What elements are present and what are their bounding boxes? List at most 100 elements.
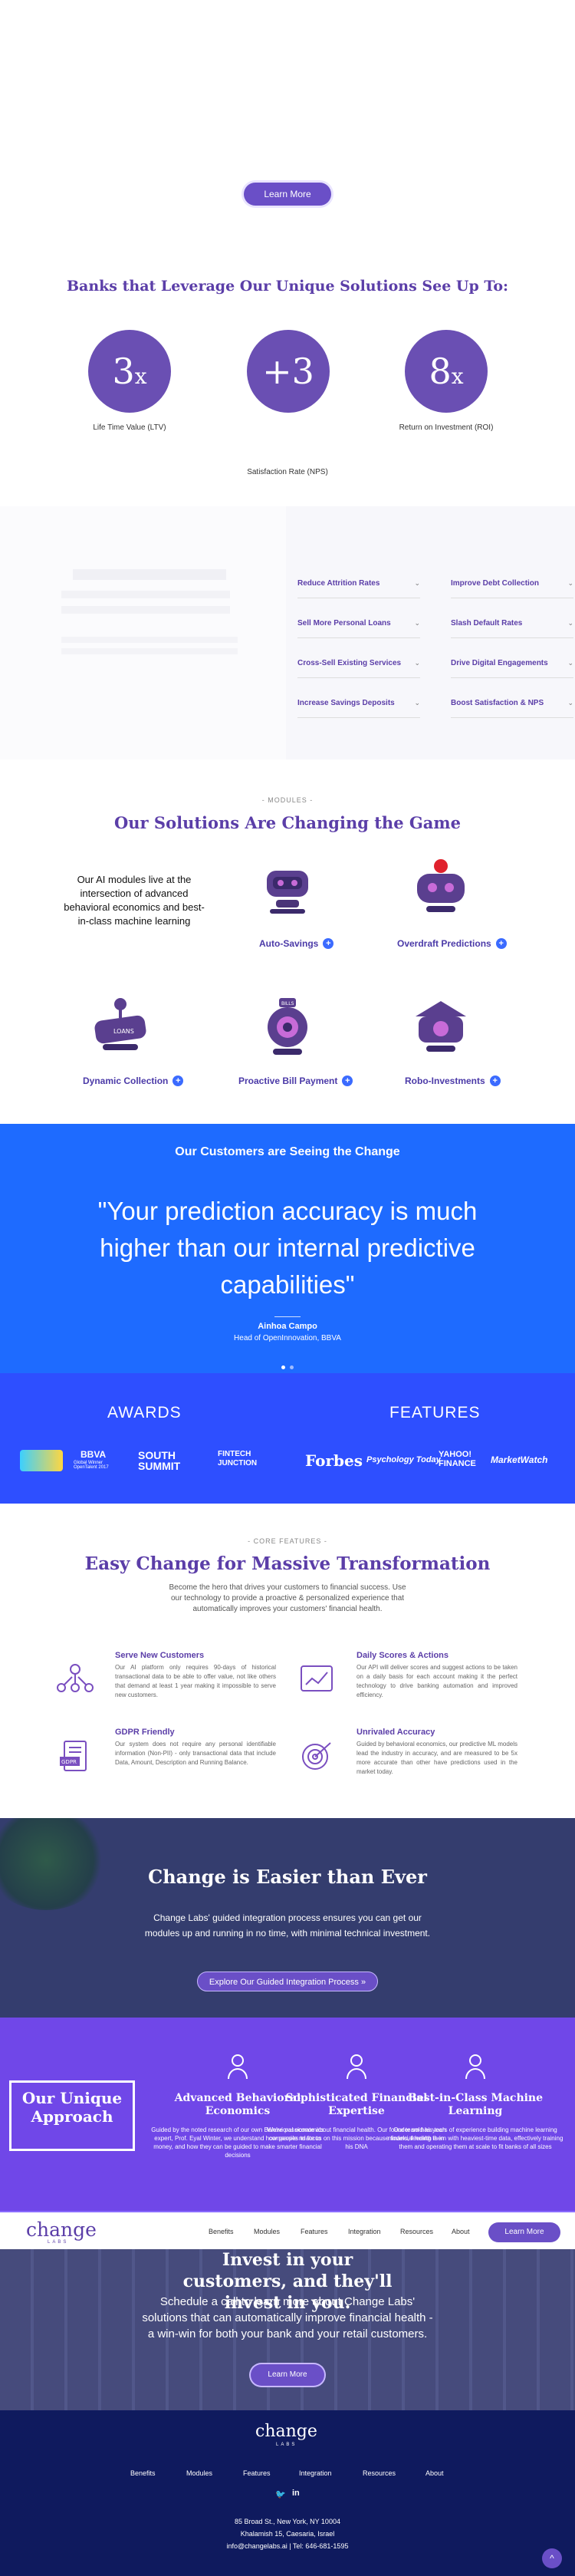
testimonial-author: Ainhoa Campo <box>258 1322 317 1331</box>
navbar: change LABS Benefits Modules Features In… <box>0 2211 575 2249</box>
faded-text <box>61 606 230 614</box>
module-robo-investments[interactable]: Robo-Investments + <box>405 1076 501 1086</box>
module-label: Dynamic Collection <box>83 1076 169 1086</box>
approach-text: We're passionate about financial health.… <box>267 2126 446 2150</box>
bbva-award-sub: Global Winner OpenTalent 2017 <box>74 1461 109 1470</box>
feature-text: Guided by behavioral economics, our pred… <box>356 1741 518 1775</box>
dynamic-collection-robot-icon: LOANS <box>94 998 146 1050</box>
chevron-down-icon: ⌄ <box>567 579 573 587</box>
footer-nav-benefits[interactable]: Benefits <box>130 2469 156 2477</box>
core-features-section: - CORE FEATURES - Easy Change for Massiv… <box>0 1504 575 1818</box>
explore-integration-button[interactable]: Explore Our Guided Integration Process » <box>197 1972 378 1991</box>
plus-icon: + <box>323 938 334 949</box>
approach-title: Advanced Behavioral Economics <box>174 2092 301 2117</box>
accordion-label: Improve Debt Collection <box>451 579 540 588</box>
core-title: Easy Change for Massive Transformation <box>84 1553 491 1574</box>
plus-icon: + <box>489 1076 501 1086</box>
module-dynamic-collection[interactable]: Dynamic Collection + <box>83 1076 184 1086</box>
chevron-down-icon: ⌄ <box>567 659 573 667</box>
twitter-icon[interactable]: 🐦 <box>275 2490 286 2499</box>
nav-benefits[interactable]: Benefits <box>209 2228 234 2235</box>
carousel-dot[interactable] <box>290 1365 294 1369</box>
module-proactive-bill-payment[interactable]: Proactive Bill Payment + <box>238 1076 353 1086</box>
approach-box: Our Unique Approach <box>9 2080 135 2151</box>
module-overdraft-predictions[interactable]: Overdraft Predictions + <box>397 938 507 949</box>
svg-text:GDPR: GDPR <box>61 1759 77 1765</box>
footer-logo-sub: LABS <box>276 2443 297 2447</box>
plus-icon: + <box>342 1076 353 1086</box>
footer-nav-resources[interactable]: Resources <box>363 2469 396 2477</box>
approach-text: Our team has years of experience buildin… <box>387 2126 564 2150</box>
faded-text <box>61 591 230 598</box>
accordion-item[interactable]: Reduce Attrition Rates ⌄ <box>297 569 420 598</box>
stat-label-roi: Return on Investment (ROI) <box>399 423 494 432</box>
approach-text: Guided by the noted research of our own … <box>151 2126 324 2159</box>
auto-savings-robot-icon <box>267 871 308 914</box>
learn-more-button[interactable]: Learn More <box>244 183 331 206</box>
footer-logo[interactable]: change <box>255 2422 317 2441</box>
stat-circle-roi: 8x <box>405 330 488 413</box>
footer-nav-features[interactable]: Features <box>243 2469 271 2477</box>
feature-text: Our system does not require any personal… <box>115 1741 276 1766</box>
gdpr-document-icon: GDPR <box>60 1741 87 1771</box>
plus-icon: + <box>172 1076 184 1086</box>
psychology-today-logo: Psychology Today <box>366 1455 441 1464</box>
testimonial-section: Our Customers are Seeing the Change "You… <box>0 1124 575 1373</box>
feature-serve-new-customers: Serve New Customers Our AI platform only… <box>54 1651 276 1700</box>
footer-nav-modules[interactable]: Modules <box>186 2469 213 2477</box>
feature-title: Unrivaled Accuracy <box>356 1728 435 1737</box>
linkedin-icon[interactable]: in <box>292 2489 300 2498</box>
footer: change LABS Benefits Modules Features In… <box>0 2410 575 2576</box>
nav-integration[interactable]: Integration <box>348 2228 381 2235</box>
feature-unrivaled-accuracy: Unrivaled Accuracy Guided by behavioral … <box>295 1728 518 1777</box>
stat-value: +3 <box>262 351 314 392</box>
module-auto-savings[interactable]: Auto-Savings + <box>259 938 334 949</box>
approach-ml: Best-in-Class Machine Learning Our team … <box>383 2051 567 2151</box>
accordion-item[interactable]: Slash Default Rates ⌄ <box>451 609 573 638</box>
approach-title: Sophisticated Financial Expertise <box>285 2092 428 2117</box>
south-summit-logo: SOUTH SUMMIT <box>138 1449 181 1472</box>
feature-gdpr: GDPR GDPR Friendly Our system does not r… <box>54 1728 276 1771</box>
feature-text: Our AI platform only requires 90-days of… <box>115 1664 276 1698</box>
invest-learn-more-button[interactable]: Learn More <box>251 2364 324 2386</box>
nav-resources[interactable]: Resources <box>400 2228 434 2235</box>
stat-value: 3 <box>112 351 135 392</box>
nav-learn-more-button[interactable]: Learn More <box>488 2222 560 2242</box>
accordion-item[interactable]: Increase Savings Deposits ⌄ <box>297 689 420 718</box>
accordion-item[interactable]: Boost Satisfaction & NPS ⌄ <box>451 689 573 718</box>
forbes-logo: Forbes <box>305 1451 363 1470</box>
approach-title: Best-in-Class Machine Learning <box>407 2092 544 2117</box>
footer-nav-integration[interactable]: Integration <box>299 2469 332 2477</box>
trophy-logo-icon <box>20 1450 63 1471</box>
faded-text <box>61 648 238 654</box>
integration-title: Change is Easier than Ever <box>148 1866 427 1888</box>
accordion-item[interactable]: Drive Digital Engagements ⌄ <box>451 649 573 678</box>
stat-label-ltv: Life Time Value (LTV) <box>93 423 166 432</box>
nav-about[interactable]: About <box>452 2228 470 2235</box>
logo[interactable]: change <box>26 2219 97 2241</box>
module-label: Auto-Savings <box>259 938 319 949</box>
footer-contact[interactable]: info@changelabs.ai | Tel: 646-681-1595 <box>226 2542 349 2550</box>
fintech-junction-logo: FINTECH JUNCTION <box>201 1450 262 1468</box>
feature-title: Daily Scores & Actions <box>356 1651 449 1660</box>
core-intro: Become the hero that drives your custome… <box>169 1583 406 1613</box>
footer-address-ny: 85 Broad St., New York, NY 10004 <box>235 2518 340 2525</box>
footer-nav-about[interactable]: About <box>426 2469 444 2477</box>
stat-value: 8 <box>429 351 452 392</box>
back-to-top-button[interactable]: ^ <box>542 2548 562 2568</box>
accordion-item[interactable]: Sell More Personal Loans ⌄ <box>297 609 420 638</box>
stat-unit: x <box>451 364 464 389</box>
nav-features[interactable]: Features <box>301 2228 328 2235</box>
accordion-item[interactable]: Improve Debt Collection ⌄ <box>451 569 573 598</box>
stats-title: Banks that Leverage Our Unique Solutions… <box>66 278 509 295</box>
accordion-label: Boost Satisfaction & NPS <box>451 699 544 707</box>
chevron-down-icon: ⌄ <box>414 699 420 707</box>
chevron-down-icon: ⌄ <box>414 659 420 667</box>
chart-icon <box>301 1665 333 1692</box>
faded-heading <box>73 569 226 580</box>
accordion-label: Slash Default Rates <box>451 619 523 628</box>
benefits-accordion: Reduce Attrition Rates ⌄ Improve Debt Col… <box>286 506 575 759</box>
carousel-dot-active[interactable] <box>281 1365 285 1369</box>
accordion-item[interactable]: Cross-Sell Existing Services ⌄ <box>297 649 420 678</box>
nav-modules[interactable]: Modules <box>254 2228 281 2235</box>
